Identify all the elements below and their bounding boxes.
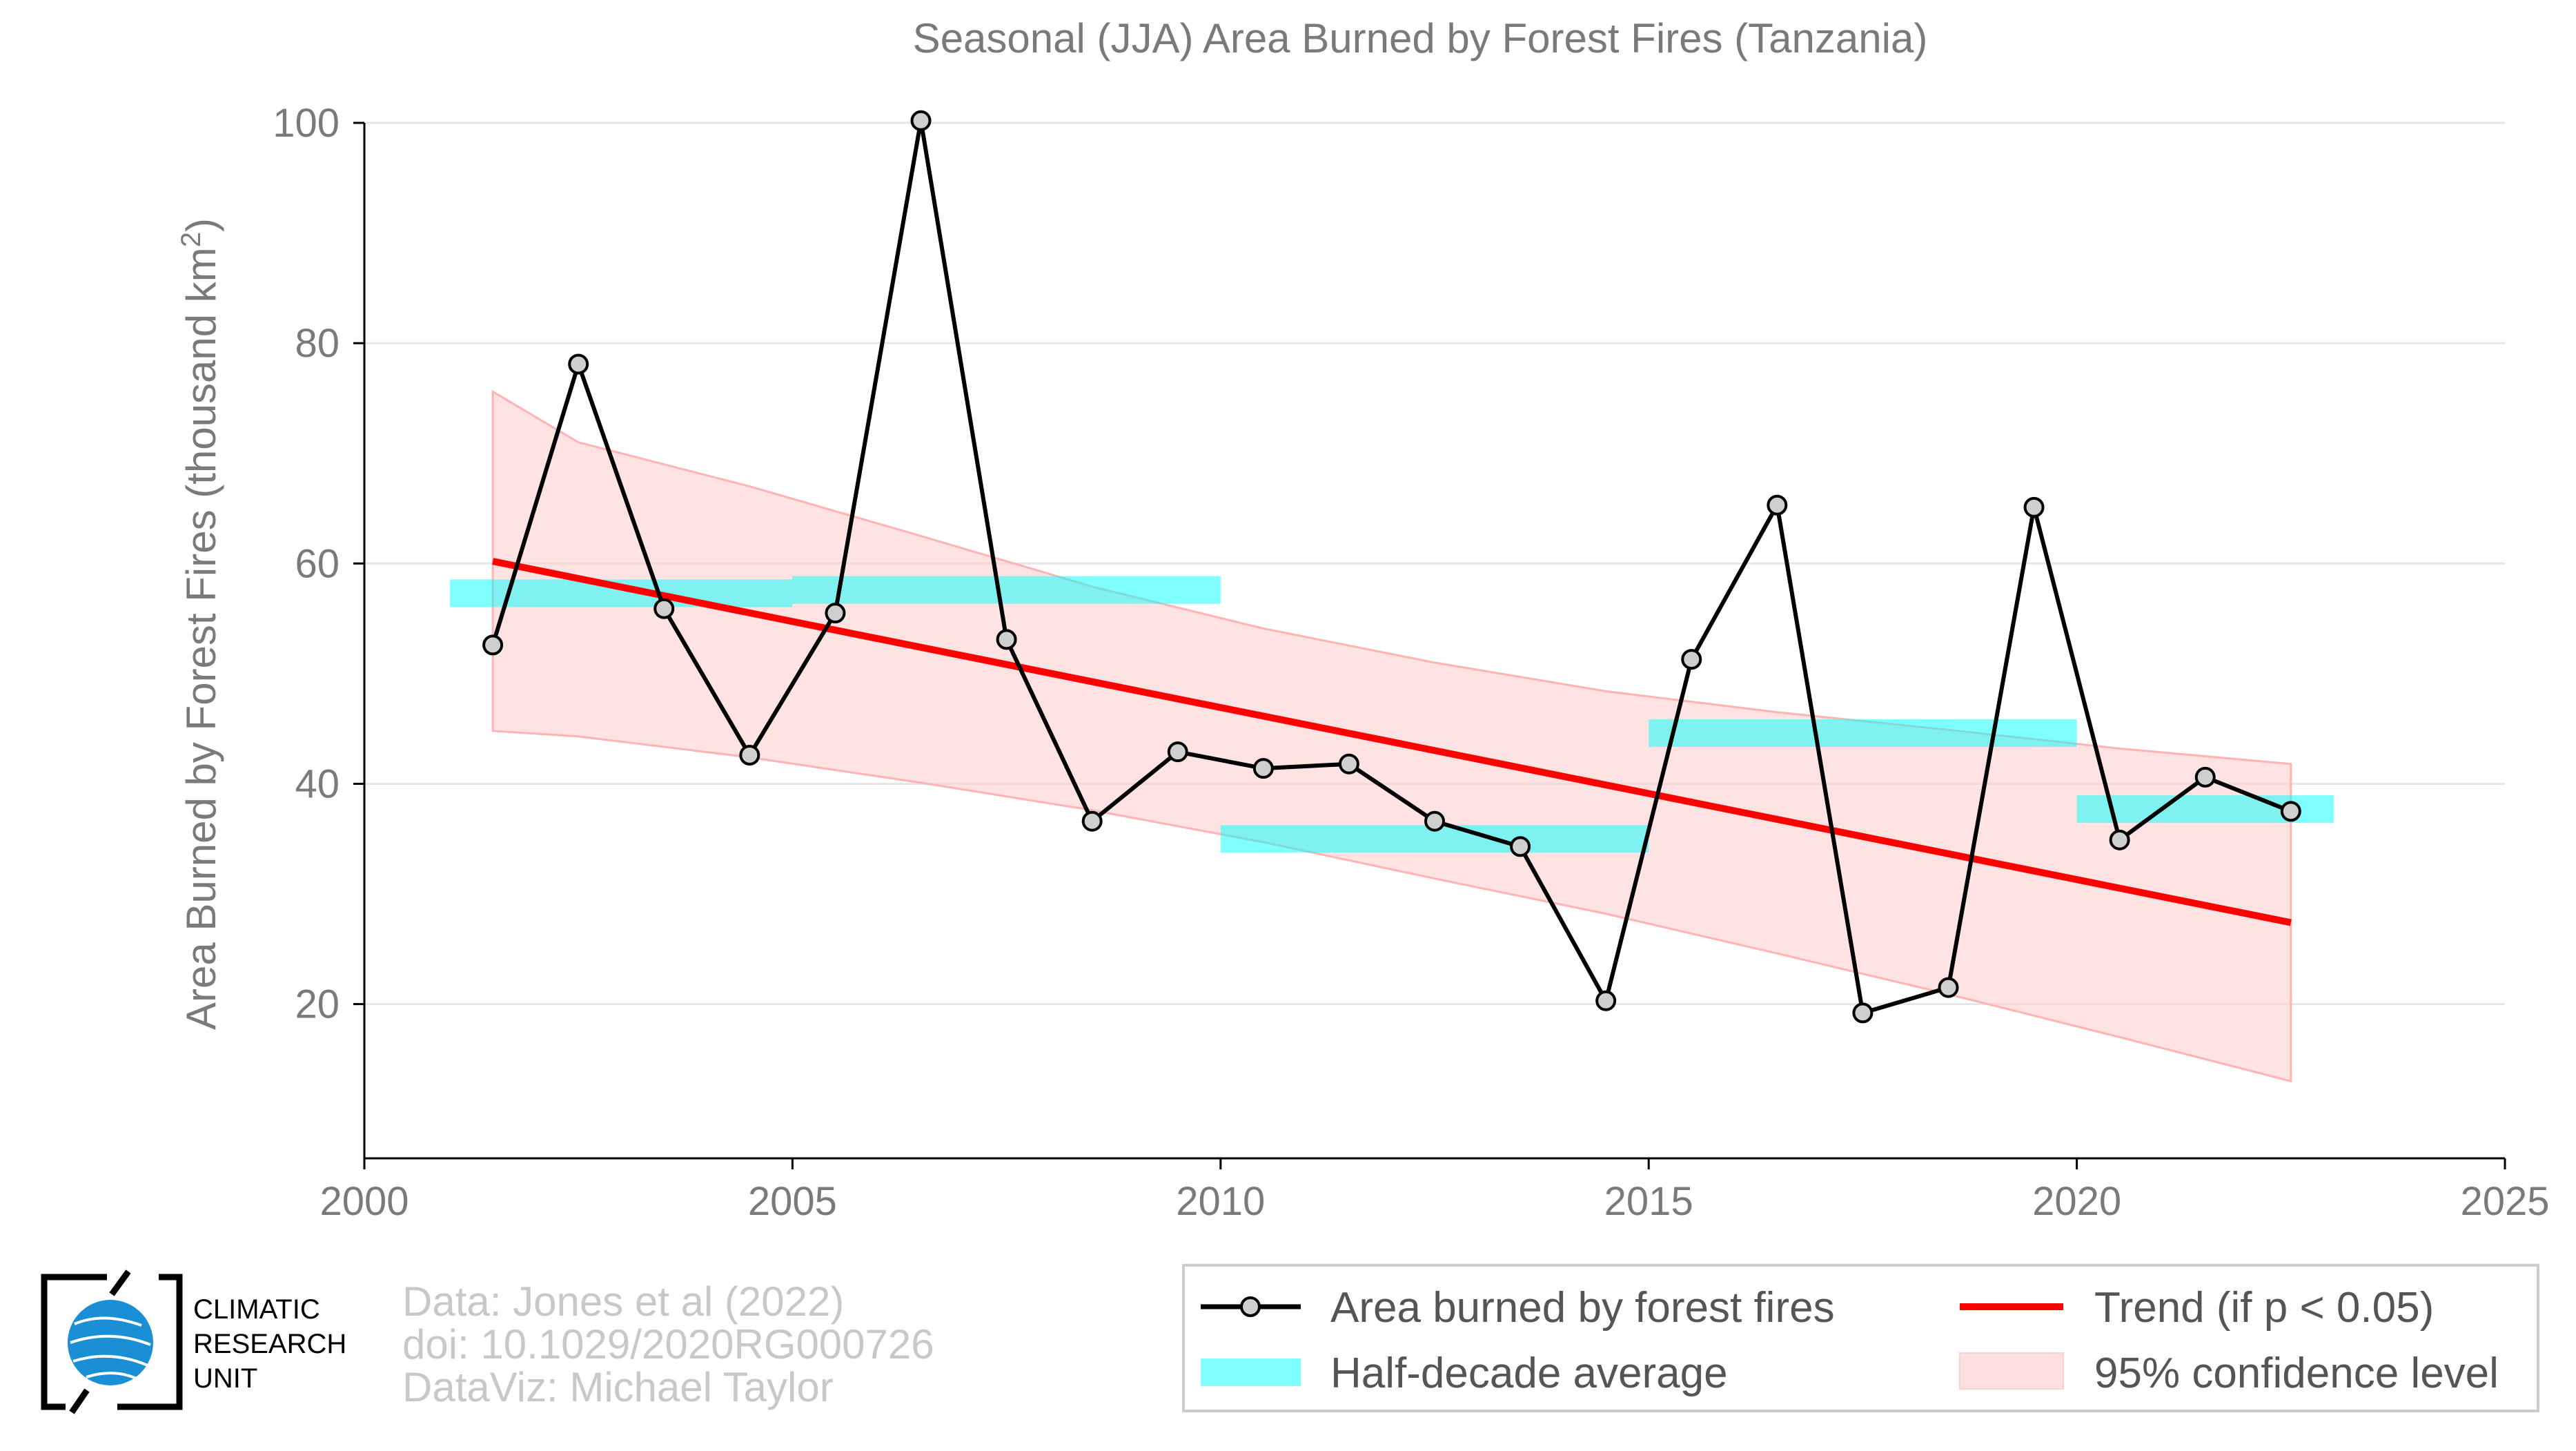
cru-logo: CLIMATIC RESEARCH UNIT: [41, 1269, 346, 1414]
credit-data-source: Data: Jones et al (2022): [402, 1278, 844, 1325]
data-point: [1938, 977, 1959, 998]
y-axis-label-text: Area Burned by Forest Fires (thousand km: [178, 247, 224, 1030]
credit-dataviz: DataViz: Michael Taylor: [402, 1364, 834, 1410]
half-decade-average-bar: [450, 579, 793, 607]
data-point: [739, 744, 760, 766]
data-point: [1595, 990, 1617, 1011]
y-axis-label: Area Burned by Forest Fires (thousand km…: [176, 218, 224, 1030]
legend-label-trend: Trend (if p < 0.05): [2094, 1284, 2434, 1332]
data-point: [568, 353, 589, 375]
data-point: [910, 110, 932, 131]
half-decade-average-bar: [792, 576, 1221, 604]
trend-line-layer: [492, 558, 2292, 926]
data-point: [1338, 753, 1359, 775]
legend-label-area-burned: Area burned by forest fires: [1330, 1284, 1835, 1332]
data-point: [2280, 801, 2301, 822]
area-burned-line: [491, 118, 2292, 1015]
credit-doi: doi: 10.1029/2020RG000726: [402, 1321, 934, 1367]
y-tick-label: 100: [273, 101, 340, 146]
logo-line-3: UNIT: [193, 1363, 257, 1394]
data-point: [825, 603, 846, 624]
y-tick-label: 40: [295, 761, 340, 806]
globe-swirl-icon: [70, 1316, 151, 1381]
y-axis-ticks: 20 40 60 80 100: [273, 101, 364, 1027]
legend-swatch-confidence: [1959, 1352, 2064, 1390]
data-point: [482, 634, 504, 656]
logo-bracket-left: [41, 1274, 107, 1410]
x-tick-label: 2020: [2032, 1179, 2121, 1224]
data-point: [1681, 649, 1702, 670]
x-tick-label: 2000: [319, 1179, 409, 1224]
x-tick-label: 2025: [2460, 1179, 2549, 1224]
x-axis-ticks: 2000 2005 2010 2015 2020 2025: [319, 1158, 2550, 1224]
half-decade-average-bar: [1649, 719, 2077, 748]
y-axis-label-superscript: 2: [176, 232, 206, 247]
y-tick-label: 60: [295, 541, 340, 586]
data-point: [2194, 766, 2216, 788]
y-axis-label-close: ): [178, 218, 224, 232]
data-point: [1767, 494, 1788, 516]
data-point: [1167, 741, 1188, 763]
legend-box: [1182, 1264, 2539, 1412]
logo-slash-bottom: [69, 1388, 90, 1414]
data-point: [1510, 836, 1531, 857]
data-point: [1852, 1002, 1874, 1024]
legend-label-confidence: 95% confidence level: [2094, 1350, 2499, 1397]
legend-label-half-decade: Half-decade average: [1330, 1350, 1728, 1397]
data-series-layer: [482, 110, 2301, 1024]
chart-title: Seasonal (JJA) Area Burned by Forest Fir…: [913, 15, 1928, 61]
data-point: [653, 598, 675, 619]
data-point: [1252, 758, 1274, 779]
logo-bracket-right: [117, 1274, 183, 1410]
data-point: [1081, 810, 1103, 832]
legend-marker-area-burned: [1240, 1296, 1261, 1317]
data-point: [2023, 496, 2045, 518]
y-tick-label: 80: [295, 321, 340, 366]
legend-swatch-half-decade: [1201, 1359, 1301, 1386]
x-tick-label: 2015: [1604, 1179, 1693, 1224]
x-tick-label: 2005: [748, 1179, 837, 1224]
trend-line: [492, 558, 2292, 926]
logo-line-2: RESEARCH: [193, 1329, 346, 1359]
logo-line-1: CLIMATIC: [193, 1294, 320, 1325]
data-point: [996, 629, 1017, 650]
y-tick-label: 20: [295, 982, 340, 1027]
logo-slash-top: [109, 1269, 131, 1296]
legend: Area burned by forest fires Trend (if p …: [1182, 1264, 2539, 1412]
data-point: [1424, 810, 1445, 832]
data-point: [2109, 829, 2130, 850]
x-tick-label: 2010: [1176, 1179, 1265, 1224]
